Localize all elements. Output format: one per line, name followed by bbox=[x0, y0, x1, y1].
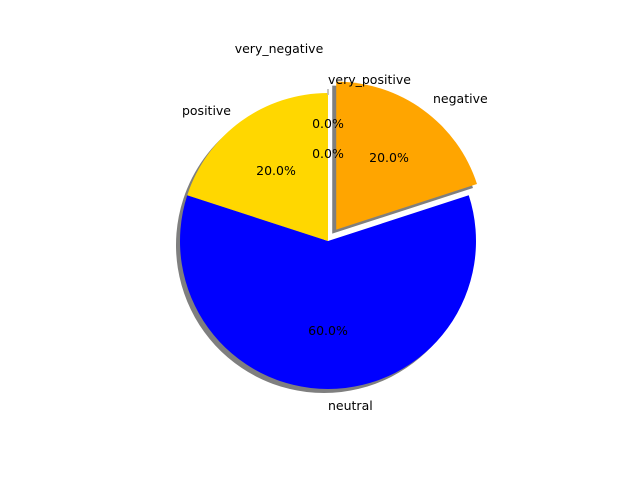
slice-label-positive: positive bbox=[182, 103, 231, 118]
pct-label-negative: 20.0% bbox=[369, 150, 409, 165]
slice-label-very-positive: very_positive bbox=[328, 72, 411, 87]
slice-layer bbox=[180, 81, 477, 389]
slice-label-neutral: neutral bbox=[328, 398, 373, 413]
pie-slice-neutral bbox=[180, 195, 476, 389]
pct-label-very-negative: 0.0% bbox=[312, 116, 344, 131]
pct-label-very-positive: 0.0% bbox=[312, 146, 344, 161]
pct-label-positive: 20.0% bbox=[256, 163, 296, 178]
pie-slice-positive bbox=[187, 93, 328, 241]
slice-label-negative: negative bbox=[433, 91, 488, 106]
label-layer: very_negative very_positive negative pos… bbox=[182, 41, 488, 413]
slice-label-very-negative: very_negative bbox=[235, 41, 324, 56]
pct-label-neutral: 60.0% bbox=[308, 323, 348, 338]
pie-slice-negative bbox=[336, 81, 477, 230]
